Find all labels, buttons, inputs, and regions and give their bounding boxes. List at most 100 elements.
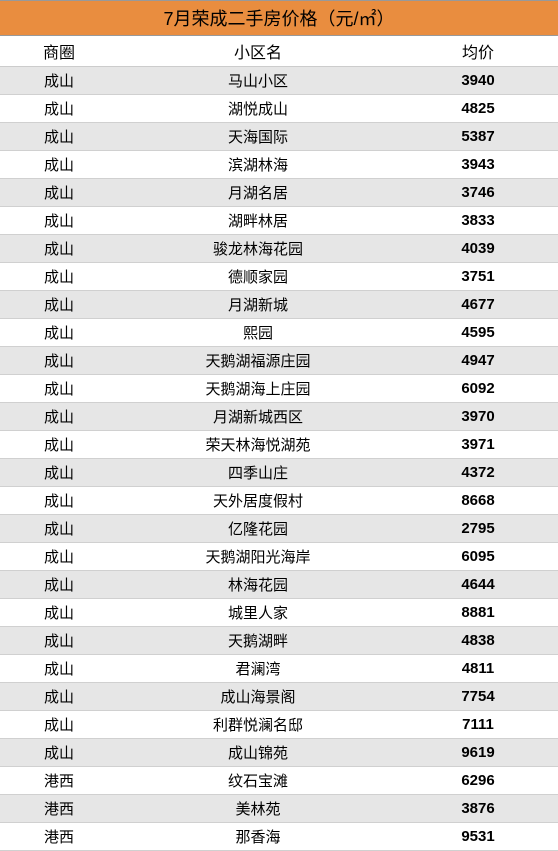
cell-area: 成山 <box>0 67 118 95</box>
cell-price: 4644 <box>398 571 558 599</box>
cell-area: 成山 <box>0 431 118 459</box>
table-row: 成山月湖新城西区3970 <box>0 403 558 431</box>
cell-name: 天鹅湖海上庄园 <box>118 375 398 403</box>
table-row: 成山天鹅湖畔4838 <box>0 627 558 655</box>
table-row: 成山亿隆花园2795 <box>0 515 558 543</box>
cell-price: 4811 <box>398 655 558 683</box>
header-area: 商圈 <box>0 36 118 67</box>
table-row: 成山天海国际5387 <box>0 123 558 151</box>
cell-area: 成山 <box>0 487 118 515</box>
table-row: 成山天鹅湖福源庄园4947 <box>0 347 558 375</box>
cell-price: 5387 <box>398 123 558 151</box>
cell-price: 9619 <box>398 739 558 767</box>
table-row: 成山德顺家园3751 <box>0 263 558 291</box>
table-row: 成山成山锦苑9619 <box>0 739 558 767</box>
table-row: 成山成山海景阁7754 <box>0 683 558 711</box>
cell-name: 德顺家园 <box>118 263 398 291</box>
table-row: 港西美林苑3876 <box>0 795 558 823</box>
cell-name: 君澜湾 <box>118 655 398 683</box>
cell-price: 4825 <box>398 95 558 123</box>
table-row: 港西纹石宝滩6296 <box>0 767 558 795</box>
cell-name: 熙园 <box>118 319 398 347</box>
cell-area: 成山 <box>0 95 118 123</box>
cell-area: 成山 <box>0 459 118 487</box>
cell-name: 滨湖林海 <box>118 151 398 179</box>
cell-area: 成山 <box>0 347 118 375</box>
cell-name: 那香海 <box>118 823 398 851</box>
table-row: 成山君澜湾4811 <box>0 655 558 683</box>
table-row: 成山月湖名居3746 <box>0 179 558 207</box>
table-row: 成山马山小区3940 <box>0 67 558 95</box>
cell-area: 成山 <box>0 207 118 235</box>
cell-name: 骏龙林海花园 <box>118 235 398 263</box>
price-table: 7月荣成二手房价格（元/㎡） 商圈 小区名 均价 成山马山小区3940成山湖悦成… <box>0 0 558 851</box>
table-row: 成山天鹅湖阳光海岸6095 <box>0 543 558 571</box>
table-row: 成山利群悦澜名邸7111 <box>0 711 558 739</box>
cell-name: 天外居度假村 <box>118 487 398 515</box>
cell-area: 成山 <box>0 543 118 571</box>
cell-area: 成山 <box>0 123 118 151</box>
cell-price: 7111 <box>398 711 558 739</box>
cell-name: 天鹅湖阳光海岸 <box>118 543 398 571</box>
cell-price: 3943 <box>398 151 558 179</box>
cell-price: 4372 <box>398 459 558 487</box>
cell-area: 成山 <box>0 655 118 683</box>
cell-area: 成山 <box>0 739 118 767</box>
cell-price: 3876 <box>398 795 558 823</box>
cell-area: 成山 <box>0 319 118 347</box>
cell-area: 成山 <box>0 711 118 739</box>
cell-price: 9531 <box>398 823 558 851</box>
table-row: 成山天鹅湖海上庄园6092 <box>0 375 558 403</box>
cell-price: 3940 <box>398 67 558 95</box>
cell-area: 成山 <box>0 571 118 599</box>
cell-name: 荣天林海悦湖苑 <box>118 431 398 459</box>
cell-price: 4677 <box>398 291 558 319</box>
cell-name: 湖悦成山 <box>118 95 398 123</box>
table-row: 成山熙园4595 <box>0 319 558 347</box>
cell-price: 4947 <box>398 347 558 375</box>
header-name: 小区名 <box>118 36 398 67</box>
cell-price: 2795 <box>398 515 558 543</box>
cell-area: 成山 <box>0 151 118 179</box>
table-row: 港西那香海9531 <box>0 823 558 851</box>
cell-name: 林海花园 <box>118 571 398 599</box>
cell-price: 4039 <box>398 235 558 263</box>
table-title: 7月荣成二手房价格（元/㎡） <box>0 1 558 36</box>
cell-price: 3970 <box>398 403 558 431</box>
table-row: 成山天外居度假村8668 <box>0 487 558 515</box>
cell-name: 天海国际 <box>118 123 398 151</box>
table-row: 成山湖悦成山4825 <box>0 95 558 123</box>
cell-area: 成山 <box>0 599 118 627</box>
cell-area: 成山 <box>0 291 118 319</box>
cell-price: 6095 <box>398 543 558 571</box>
cell-area: 成山 <box>0 179 118 207</box>
table-row: 成山月湖新城4677 <box>0 291 558 319</box>
cell-name: 月湖新城 <box>118 291 398 319</box>
cell-name: 天鹅湖福源庄园 <box>118 347 398 375</box>
header-price: 均价 <box>398 36 558 67</box>
cell-area: 港西 <box>0 823 118 851</box>
table-row: 成山城里人家8881 <box>0 599 558 627</box>
cell-area: 成山 <box>0 403 118 431</box>
cell-name: 马山小区 <box>118 67 398 95</box>
cell-area: 成山 <box>0 627 118 655</box>
cell-name: 湖畔林居 <box>118 207 398 235</box>
title-row: 7月荣成二手房价格（元/㎡） <box>0 1 558 36</box>
cell-area: 成山 <box>0 263 118 291</box>
cell-name: 天鹅湖畔 <box>118 627 398 655</box>
cell-name: 月湖名居 <box>118 179 398 207</box>
cell-name: 利群悦澜名邸 <box>118 711 398 739</box>
table-row: 成山四季山庄4372 <box>0 459 558 487</box>
cell-price: 4595 <box>398 319 558 347</box>
cell-price: 6296 <box>398 767 558 795</box>
table-row: 成山荣天林海悦湖苑3971 <box>0 431 558 459</box>
cell-area: 港西 <box>0 767 118 795</box>
table-row: 成山湖畔林居3833 <box>0 207 558 235</box>
cell-name: 四季山庄 <box>118 459 398 487</box>
cell-name: 成山锦苑 <box>118 739 398 767</box>
cell-area: 港西 <box>0 795 118 823</box>
header-row: 商圈 小区名 均价 <box>0 36 558 67</box>
cell-area: 成山 <box>0 375 118 403</box>
cell-price: 3751 <box>398 263 558 291</box>
cell-area: 成山 <box>0 515 118 543</box>
